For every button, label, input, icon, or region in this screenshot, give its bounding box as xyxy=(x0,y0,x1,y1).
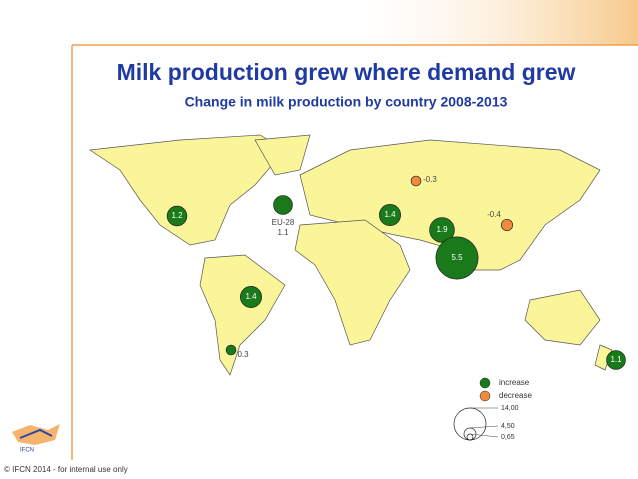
bubble-label: 1.4 xyxy=(384,210,396,219)
corner-shade xyxy=(330,0,638,45)
legend-label: decrease xyxy=(499,391,532,400)
bubble-label: -0.4 xyxy=(487,210,501,219)
bubble-label: 0.3 xyxy=(237,350,249,359)
bubble-name: EU-28 xyxy=(272,218,295,227)
logo: IFCN xyxy=(12,424,60,454)
bubble-label: 5.5 xyxy=(451,253,463,262)
bubble xyxy=(166,205,188,227)
legend-swatch xyxy=(479,377,491,389)
subtitle: Change in milk production by country 200… xyxy=(185,94,508,110)
bubble xyxy=(410,175,422,187)
legend-size-label: 14,00 xyxy=(501,405,519,412)
bubble xyxy=(606,350,626,370)
bubble xyxy=(435,236,479,280)
svg-text:IFCN: IFCN xyxy=(20,448,34,454)
legend-swatch xyxy=(479,390,491,402)
legend: increase decrease 14,00 4,50 0,65 xyxy=(453,377,532,441)
bubble-label: -0.3 xyxy=(423,175,437,184)
world-map xyxy=(89,134,613,376)
legend-label: increase xyxy=(499,378,530,387)
bubble xyxy=(240,286,262,308)
legend-size-leader xyxy=(469,433,499,438)
new-zealand xyxy=(594,344,613,371)
bubble-label: 1.4 xyxy=(245,292,257,301)
australia xyxy=(524,289,601,346)
greenland xyxy=(254,134,311,176)
legend-size-label: 0,65 xyxy=(501,434,515,441)
north-america xyxy=(89,134,286,246)
bubble-label: 1.1 xyxy=(277,228,289,237)
bubble xyxy=(379,204,401,226)
bubble xyxy=(429,217,455,243)
bubble xyxy=(273,195,293,215)
bubble-label: 1.2 xyxy=(171,211,183,220)
bubbles: 1.2EU-281.1-0.31.41.9-0.45.51.40.31.1 xyxy=(166,175,626,370)
bubble-label: 1.9 xyxy=(436,225,448,234)
africa xyxy=(294,219,411,346)
bubble-label: 1.1 xyxy=(610,355,622,364)
footer: © IFCN 2014 - for internal use only xyxy=(4,465,128,474)
legend-size-leader xyxy=(469,425,499,429)
bubble xyxy=(225,344,237,356)
bubble xyxy=(500,218,514,232)
title: Milk production grew where demand grew xyxy=(117,59,576,85)
legend-size-label: 4,50 xyxy=(501,423,515,430)
south-america xyxy=(199,254,286,376)
